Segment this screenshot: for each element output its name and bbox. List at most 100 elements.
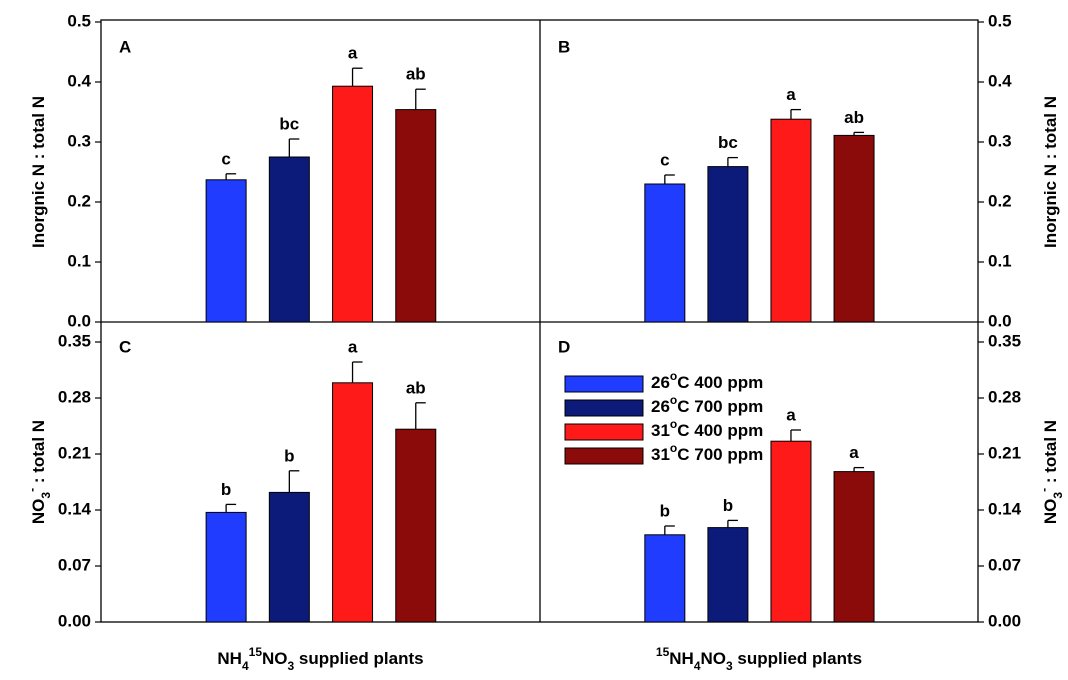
y-axis-title-part: NO — [1041, 499, 1060, 525]
y-tick-label: 0.35 — [58, 331, 91, 350]
y-tick-label: 0.07 — [988, 555, 1021, 574]
x-axis-title-part: supplied plants — [733, 649, 862, 668]
y-tick-label: 0.4 — [988, 71, 1012, 90]
legend-label-part: o — [670, 441, 677, 455]
panel-label: D — [558, 337, 570, 356]
legend-label-part: C 400 ppm — [677, 421, 763, 440]
y-axis-title-part: - — [1037, 488, 1051, 492]
legend-label-part: o — [670, 369, 677, 383]
bar — [205, 179, 247, 323]
y-tick-label: 0.35 — [988, 331, 1021, 350]
legend-label-part: C 400 ppm — [677, 373, 763, 392]
significance-label: a — [786, 85, 796, 104]
legend-label: 26oC 400 ppm — [651, 369, 763, 392]
panel-label: C — [119, 337, 131, 356]
significance-label: a — [786, 405, 796, 424]
significance-label: a — [348, 44, 358, 63]
y-tick-label: 0.0 — [67, 311, 91, 330]
bar — [707, 166, 749, 323]
bar — [644, 534, 686, 623]
y-axis-title: Inorgnic N : total N — [29, 96, 48, 248]
y-axis-title: NO3- : total N — [1037, 420, 1065, 524]
legend-label: 31oC 700 ppm — [651, 441, 763, 464]
significance-label: bc — [279, 114, 299, 133]
y-axis-title-part: 3 — [1051, 492, 1065, 499]
x-axis-title-part: NO — [701, 649, 727, 668]
y-axis-title: Inorgnic N : total N — [1041, 96, 1060, 248]
y-tick-label: 0.2 — [67, 191, 91, 210]
x-axis-title-part: 3 — [288, 659, 295, 673]
y-tick-label: 0.00 — [58, 611, 91, 630]
y-axis-title-part: - — [25, 488, 39, 492]
significance-label: b — [660, 501, 670, 520]
panel-label: B — [558, 37, 570, 56]
y-tick-label: 0.1 — [988, 251, 1012, 270]
x-axis-title-part: NH — [669, 649, 694, 668]
y-tick-label: 0.0 — [988, 311, 1012, 330]
y-tick-label: 0.4 — [67, 71, 91, 90]
y-tick-label: 0.1 — [67, 251, 91, 270]
bar — [332, 382, 374, 623]
y-tick-label: 0.2 — [988, 191, 1012, 210]
y-axis-title-part: 3 — [39, 492, 53, 499]
y-axis-title: NO3- : total N — [25, 420, 53, 524]
significance-label: b — [723, 496, 733, 515]
legend-label-part: C 700 ppm — [677, 445, 763, 464]
x-axis-title: 15NH4NO3 supplied plants — [656, 645, 862, 673]
x-axis-title-part: supplied plants — [294, 649, 423, 668]
x-axis-title: NH415NO3 supplied plants — [217, 645, 423, 673]
y-tick-label: 0.3 — [67, 131, 91, 150]
legend-label-part: 26 — [651, 397, 670, 416]
y-axis-title-part: : total N — [29, 420, 48, 488]
y-axis-title-part: Inorgnic N : total N — [29, 96, 48, 248]
y-tick-label: 0.14 — [988, 499, 1022, 518]
y-tick-label: 0.5 — [988, 11, 1012, 30]
legend-label-part: 26 — [651, 373, 670, 392]
x-axis-title-part: 4 — [694, 659, 701, 673]
y-tick-label: 0.21 — [988, 443, 1021, 462]
bar — [833, 134, 875, 323]
significance-label: ab — [406, 65, 426, 84]
legend-label-part: o — [670, 393, 677, 407]
bar — [205, 511, 247, 623]
bar — [332, 85, 374, 323]
x-axis-title-part: NH — [217, 649, 242, 668]
panel-label: A — [119, 37, 131, 56]
x-axis-title-part: 4 — [242, 659, 249, 673]
y-tick-label: 0.21 — [58, 443, 91, 462]
significance-label: bc — [718, 133, 738, 152]
bar — [268, 156, 310, 323]
legend-swatch — [564, 399, 644, 417]
bar — [644, 183, 686, 323]
significance-label: a — [348, 337, 358, 356]
bar — [770, 118, 812, 323]
bar — [833, 471, 875, 623]
x-axis-title-part: 15 — [249, 645, 263, 659]
y-tick-label: 0.3 — [988, 131, 1012, 150]
legend-label-part: C 700 ppm — [677, 397, 763, 416]
y-tick-label: 0.5 — [67, 11, 91, 30]
significance-label: b — [284, 446, 294, 465]
legend-label-part: o — [670, 417, 677, 431]
x-axis-title-part: 3 — [726, 659, 733, 673]
significance-label: c — [221, 149, 230, 168]
x-axis-title-part: NO — [262, 649, 288, 668]
significance-label: b — [221, 480, 231, 499]
y-tick-label: 0.28 — [58, 387, 91, 406]
bar — [395, 109, 437, 323]
y-axis-title-part: NO — [29, 499, 48, 525]
bar — [707, 527, 749, 623]
y-tick-label: 0.07 — [58, 555, 91, 574]
legend-swatch — [564, 375, 644, 393]
y-axis-title-part: Inorgnic N : total N — [1041, 96, 1060, 248]
x-axis-title-part: 15 — [656, 645, 670, 659]
legend-label-part: 31 — [651, 421, 670, 440]
legend-swatch — [564, 447, 644, 465]
significance-label: ab — [844, 108, 864, 127]
y-axis-title-part: : total N — [1041, 420, 1060, 488]
legend-swatch — [564, 423, 644, 441]
bar — [395, 428, 437, 623]
significance-label: a — [849, 443, 859, 462]
significance-label: c — [660, 150, 669, 169]
